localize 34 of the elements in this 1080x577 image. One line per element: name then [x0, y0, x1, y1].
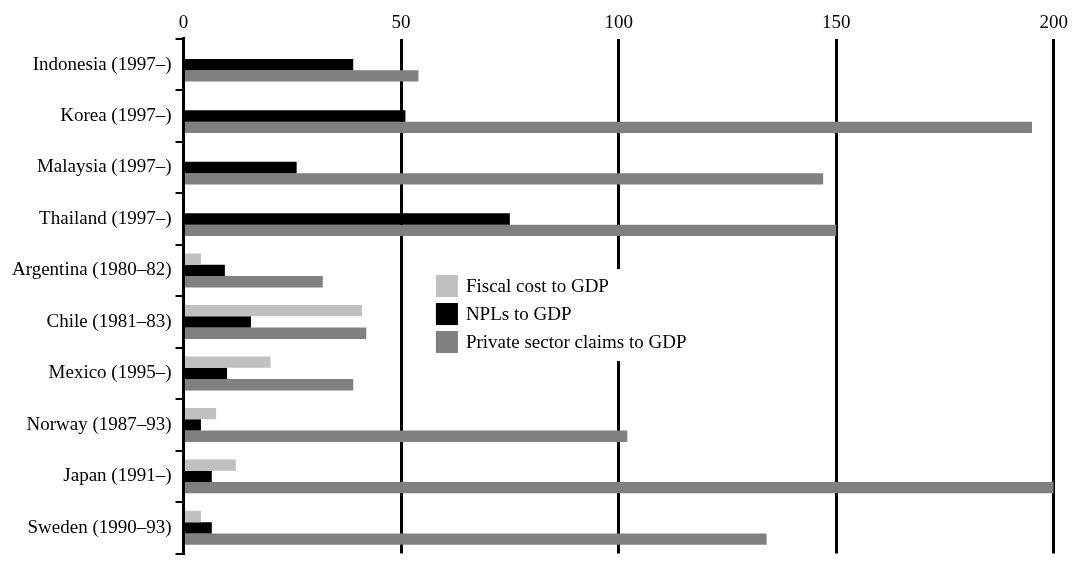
bar [185, 533, 767, 545]
bar [185, 356, 271, 368]
y-tick-label: Indonesia (1997–) [32, 52, 172, 75]
bar [185, 224, 837, 236]
bar [185, 459, 236, 471]
y-tick-label: Malaysia (1997–) [36, 155, 172, 178]
bar [185, 482, 1054, 494]
bar [185, 407, 217, 420]
x-tick-label: 200 [1039, 11, 1068, 33]
y-tick-label: Argentina (1980–82) [11, 258, 172, 281]
x-tick-label: 100 [604, 11, 633, 33]
y-tick-label: Japan (1991–) [63, 464, 172, 487]
x-tick-label: 50 [391, 11, 411, 33]
bar [185, 173, 824, 185]
bar [185, 304, 362, 317]
x-tick-label: 0 [178, 11, 189, 33]
y-tick-label: Korea (1997–) [60, 104, 172, 126]
legend-label: Fiscal cost to GDP [465, 275, 609, 297]
bar [185, 510, 201, 523]
x-tick-label: 150 [821, 11, 851, 33]
bar [185, 70, 419, 82]
bar [185, 121, 1032, 134]
y-tick-label: Chile (1981–83) [46, 309, 172, 332]
y-tick-label: Sweden (1990–93) [27, 515, 172, 538]
legend-label: NPLs to GDP [465, 303, 572, 325]
bar [185, 253, 201, 265]
bar [185, 276, 323, 288]
bar [185, 327, 367, 339]
y-tick-label: Norway (1987–93) [26, 412, 172, 435]
bar [185, 430, 628, 442]
y-tick-label: Thailand (1997–) [39, 206, 172, 229]
bar [185, 379, 354, 391]
y-tick-label: Mexico (1995–) [48, 361, 172, 384]
legend-label: Private sector claims to GDP [465, 331, 687, 353]
